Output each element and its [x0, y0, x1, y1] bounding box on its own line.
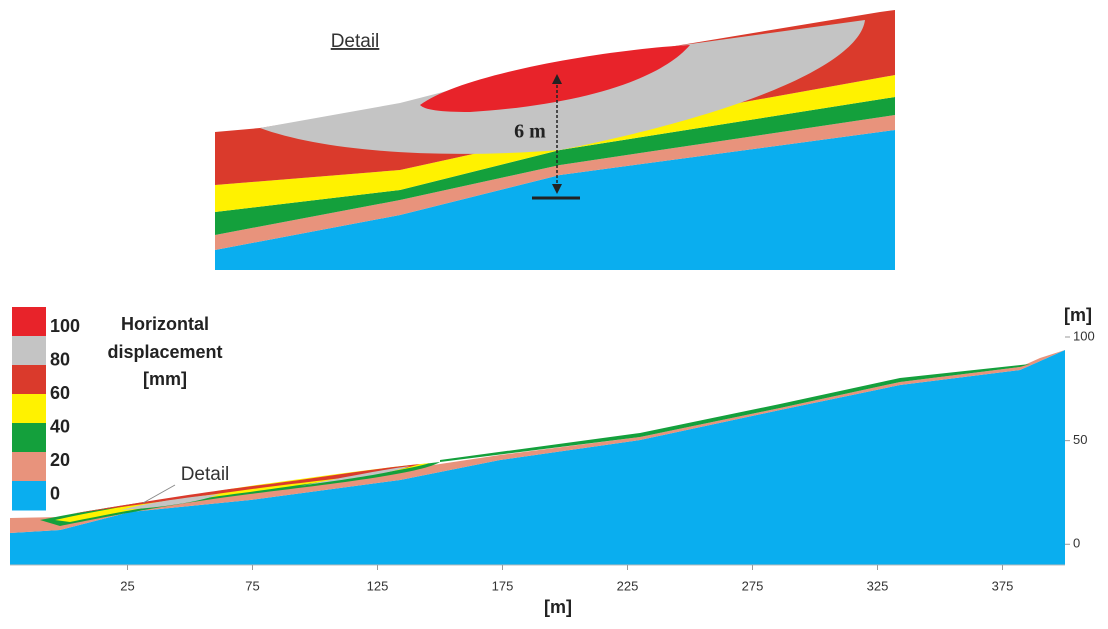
- dimension-label: 6 m: [514, 121, 546, 143]
- x-tick-label: 75: [245, 578, 259, 593]
- legend-level: 40: [50, 416, 70, 436]
- y-tick-label: 100: [1073, 328, 1095, 343]
- x-axis-label: [m]: [544, 597, 572, 617]
- profile-annotation: Detail: [181, 464, 230, 485]
- detail-title: Detail: [331, 31, 380, 52]
- y-tick-label: 0: [1073, 536, 1080, 551]
- legend-title: [mm]: [143, 369, 187, 389]
- legend-level: 60: [50, 383, 70, 403]
- legend-swatch: [12, 423, 46, 453]
- x-tick-label: 25: [120, 578, 134, 593]
- x-tick-label: 125: [367, 578, 389, 593]
- x-tick-label: 375: [992, 578, 1014, 593]
- legend-level: 0: [50, 483, 60, 503]
- legend-level: 100: [50, 316, 80, 336]
- legend-swatch: [12, 307, 46, 337]
- legend-swatch: [12, 481, 46, 511]
- x-tick-label: 225: [617, 578, 639, 593]
- y-tick-label: 50: [1073, 432, 1087, 447]
- detail-panel: Detail 6 m: [215, 10, 895, 270]
- legend: Horizontal displacement [mm] 100 80 60 40 20…: [12, 307, 223, 511]
- x-tick-label: 275: [742, 578, 764, 593]
- legend-swatch: [12, 452, 46, 482]
- x-tick-label: 325: [867, 578, 889, 593]
- slope-profile: Detail [m] [m]: [10, 305, 1092, 617]
- legend-swatch: [12, 394, 46, 424]
- legend-title: displacement: [107, 342, 222, 362]
- legend-title: Horizontal: [121, 314, 209, 334]
- y-axis-label: [m]: [1064, 305, 1092, 325]
- legend-level: 80: [50, 349, 70, 369]
- x-tick-label: 175: [492, 578, 514, 593]
- legend-level: 20: [50, 450, 70, 470]
- legend-swatch: [12, 365, 46, 395]
- legend-swatch: [12, 336, 46, 366]
